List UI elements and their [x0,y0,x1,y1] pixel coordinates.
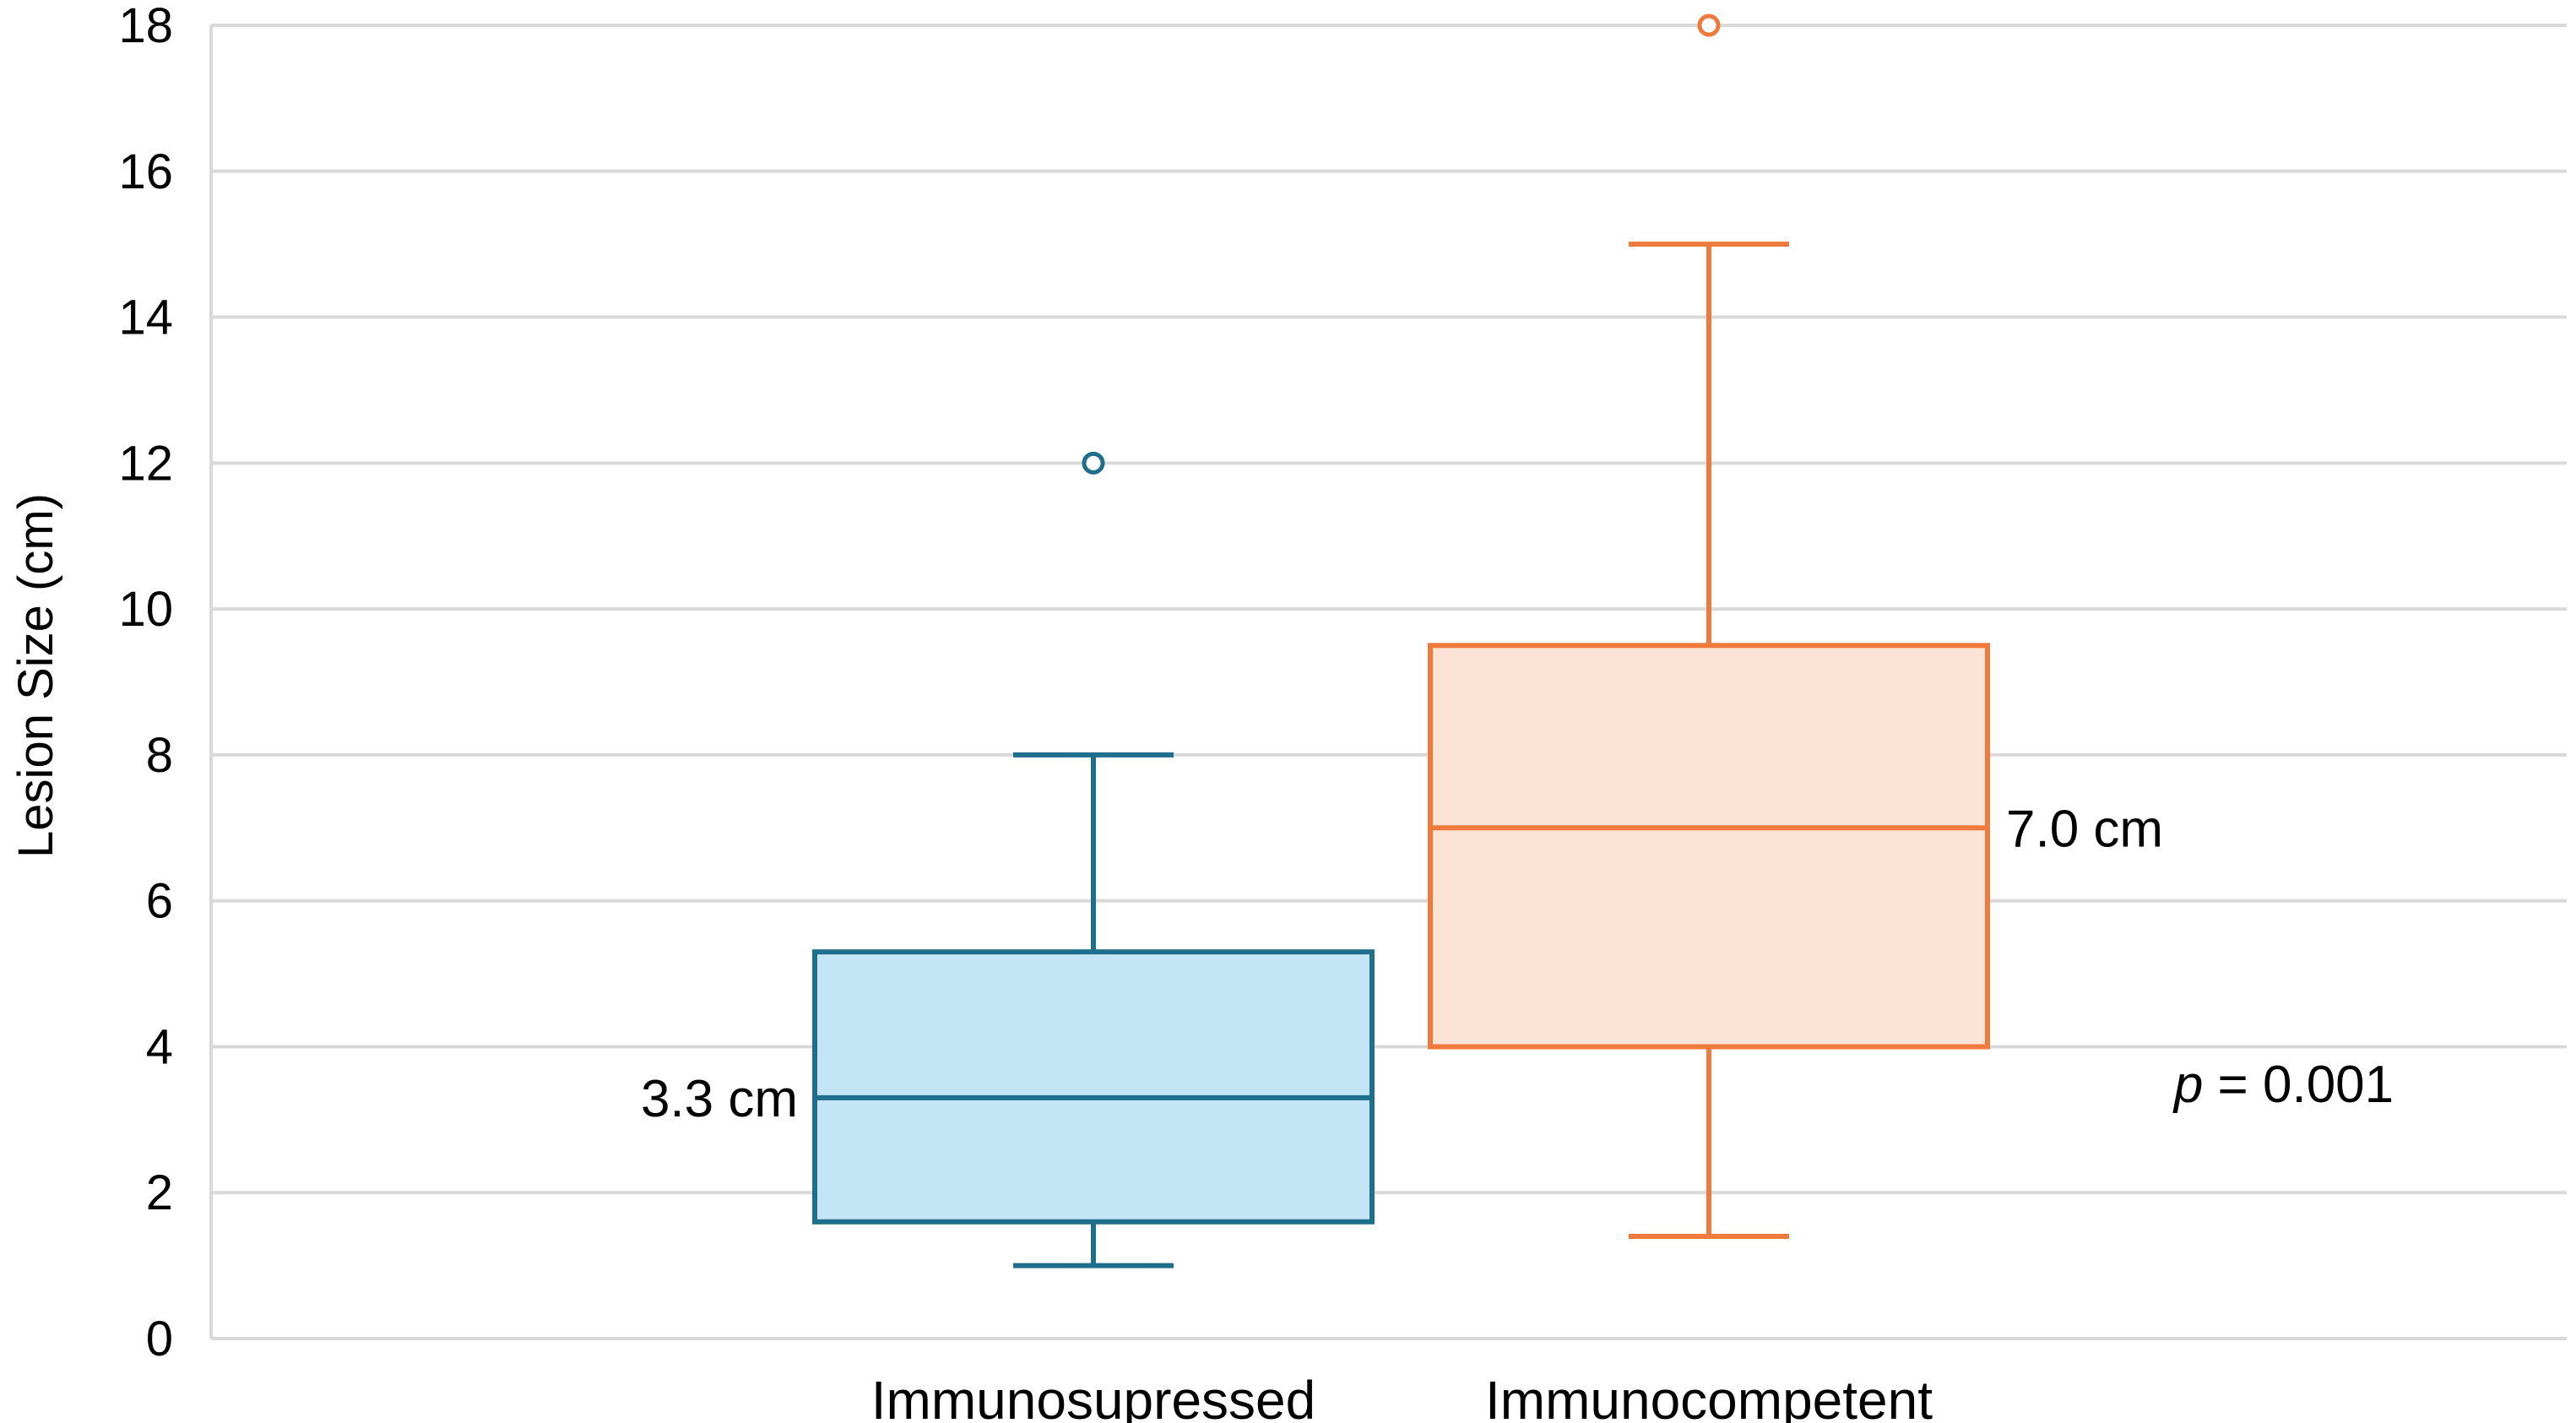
p-value-annotation: p = 0.001 [2172,1056,2394,1114]
median-value-label: 7.0 cm [2006,800,2163,858]
box-group-1: 3.3 cm [641,451,1375,1268]
p-value-text: = 0.001 [2203,1056,2394,1114]
x-category-label-1: Immunosupressed [871,1370,1315,1423]
y-tick-label-14: 14 [118,291,173,345]
y-tick-label-18: 18 [118,0,173,53]
y-axis-title: Lesion Size (cm) [8,493,63,858]
iqr-box [812,949,1375,1225]
median-value-label: 3.3 cm [641,1070,798,1128]
y-tick-label-0: 0 [146,1312,173,1366]
p-symbol: p [2172,1056,2203,1114]
x-category-label-2: Immunocompetent [1485,1370,1933,1423]
axes: 0 2 4 6 8 10 12 14 16 18 Immunosupressed Immunocomp… [118,0,2567,1423]
y-tick-label-12: 12 [118,436,173,491]
iqr-box [1428,643,1990,1050]
y-tick-label-16: 16 [118,144,173,199]
boxes: 3.3 cm 7.0 cm [641,14,2163,1268]
y-tick-label-4: 4 [146,1019,173,1074]
y-tick-label-2: 2 [146,1165,173,1220]
y-tick-label-10: 10 [118,582,173,637]
box-group-2: 7.0 cm [1428,14,2163,1240]
y-tick-label-6: 6 [146,874,173,929]
gridlines [211,24,2567,1195]
outlier-point [1082,451,1105,475]
outlier-point [1697,14,1721,37]
y-tick-label-8: 8 [146,728,173,783]
